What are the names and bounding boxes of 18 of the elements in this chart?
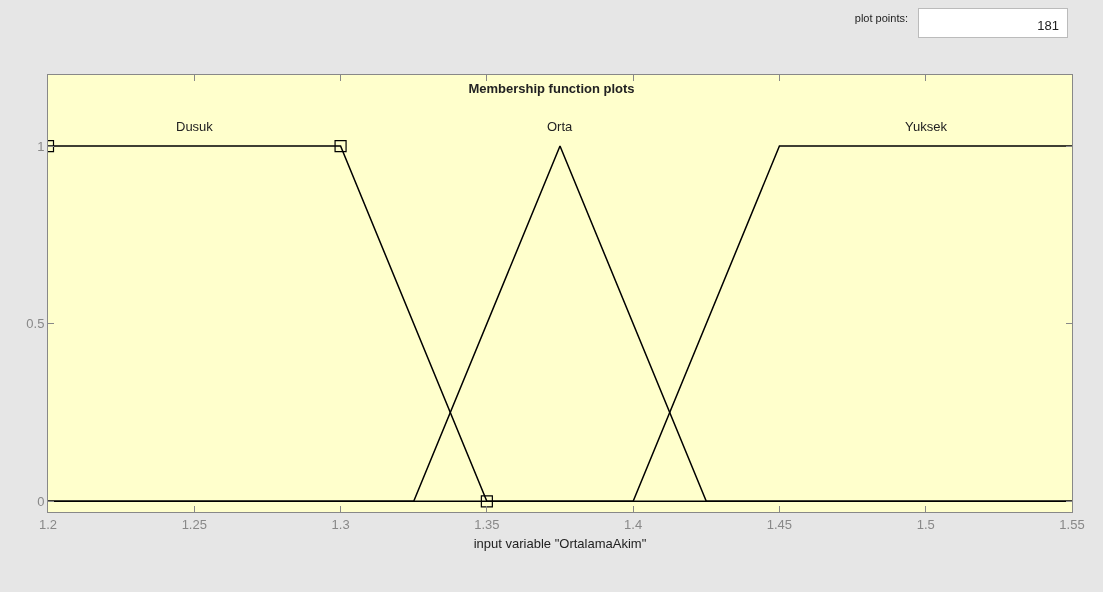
x-tick-label: 1.3 bbox=[331, 516, 350, 532]
x-tick-label: 1.4 bbox=[624, 516, 643, 532]
x-tick-label: 1.55 bbox=[1059, 516, 1085, 532]
series-label: Dusuk bbox=[176, 119, 214, 134]
text: plot points: bbox=[854, 12, 908, 24]
text-field: 181 bbox=[918, 8, 1068, 38]
y-tick-label: 0 bbox=[37, 493, 45, 509]
series-label: Orta bbox=[547, 119, 574, 134]
x-axis-title: input variable "OrtalamaAkim" bbox=[473, 536, 647, 552]
x-tick-label: 1.45 bbox=[766, 516, 793, 532]
x-tick-label: 1.2 bbox=[38, 516, 58, 532]
text: Membership function plots bbox=[468, 80, 635, 96]
y-tick-label: 0.5 bbox=[26, 316, 45, 332]
x-tick-label: 1.35 bbox=[474, 516, 500, 532]
series-label: Yuksek bbox=[905, 119, 948, 134]
y-tick-label: 1 bbox=[37, 138, 45, 154]
x-tick-label: 1.25 bbox=[181, 516, 207, 532]
x-tick-label: 1.5 bbox=[916, 516, 935, 532]
